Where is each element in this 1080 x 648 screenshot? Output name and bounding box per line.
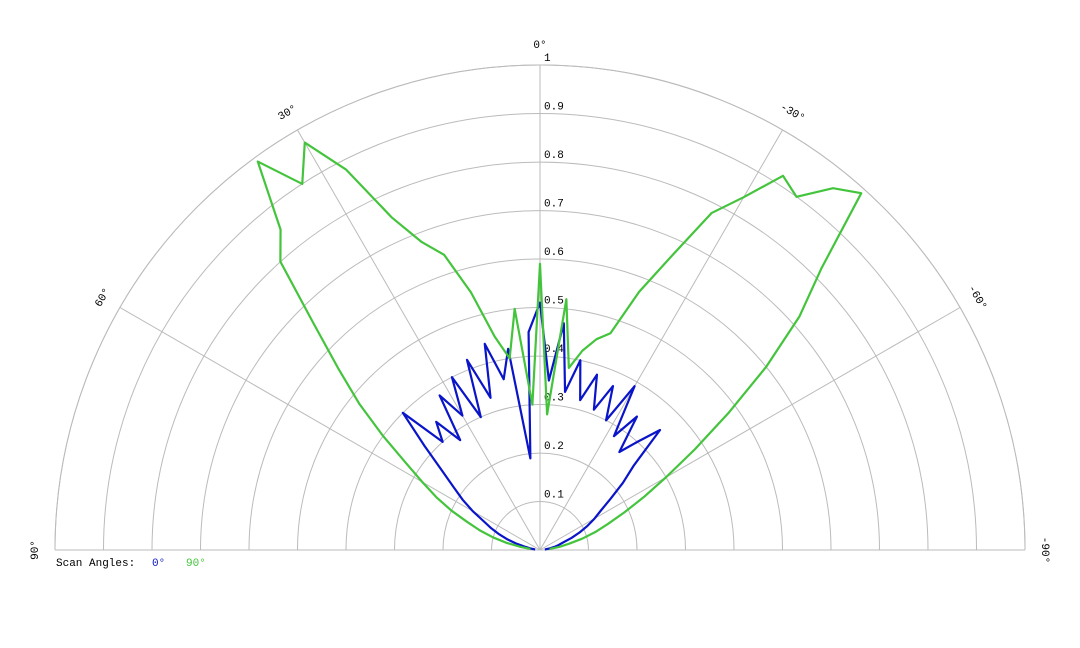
r-tick-label: 0.1: [544, 489, 564, 501]
r-tick-label: 0.2: [544, 441, 564, 453]
legend-entry: 0°: [152, 558, 165, 570]
r-tick-label: 0.9: [544, 101, 564, 113]
legend-title: Scan Angles:: [56, 558, 135, 570]
r-tick-label: 0.4: [544, 344, 564, 356]
r-tick-label: 0.8: [544, 150, 564, 162]
r-tick-label: 0.5: [544, 295, 564, 307]
theta-tick-label: 60°: [93, 286, 113, 309]
r-tick-label: 1: [544, 53, 551, 65]
theta-tick-label: -30°: [778, 102, 807, 126]
grid-spoke: [539, 307, 961, 551]
r-tick-label: 0.6: [544, 247, 564, 259]
theta-tick-label: -60°: [965, 284, 989, 313]
theta-tick-label: 90°: [30, 540, 42, 560]
r-tick-label: 0.7: [544, 198, 564, 210]
grid-spoke: [539, 129, 783, 551]
theta-tick-label: -90°: [1038, 537, 1050, 563]
theta-tick-label: 30°: [276, 103, 299, 123]
legend-entry: 90°: [186, 558, 206, 570]
grid-spoke: [297, 129, 541, 551]
series-line: [401, 301, 662, 551]
theta-tick-label: 0°: [533, 40, 546, 52]
series-line: [256, 141, 863, 551]
